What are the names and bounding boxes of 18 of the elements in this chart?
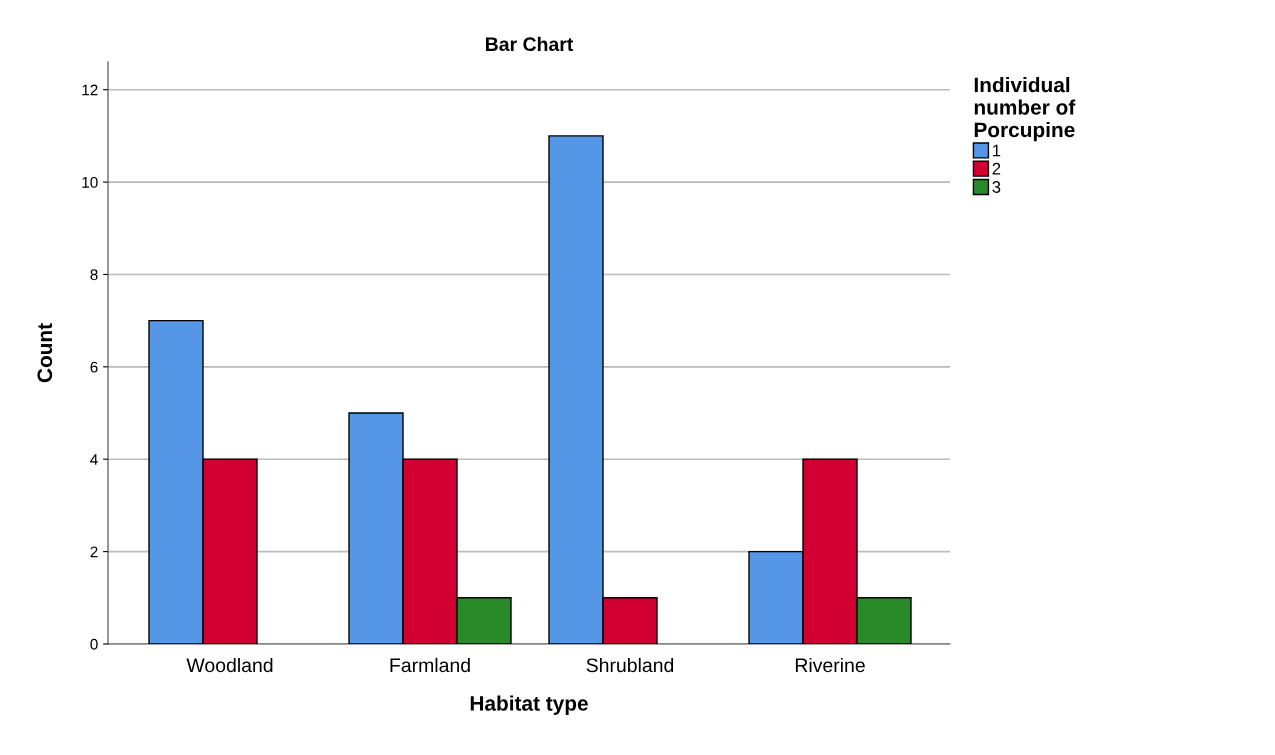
- y-tick-label: 0: [90, 638, 98, 650]
- x-tick-label: Woodland: [186, 657, 273, 673]
- x-tick-label: Farmland: [390, 657, 470, 673]
- x-tick-label: Riverine: [795, 657, 865, 673]
- y-tick-label: 4: [90, 454, 98, 465]
- chart-title: Bar Chart: [486, 36, 574, 52]
- y-tick-label: 6: [90, 361, 98, 373]
- y-tick-label: 10: [82, 176, 98, 188]
- legend-label: 3: [992, 181, 1001, 193]
- legend-title: Individual number of Porcupine: [974, 77, 1076, 142]
- x-tick-label: Shrubland: [586, 657, 674, 673]
- y-tick-label: 12: [82, 84, 98, 96]
- x-axis-title: Habitat type: [470, 695, 588, 715]
- legend-label: 1: [993, 144, 1001, 157]
- legend-label: 2: [992, 162, 1001, 175]
- y-axis-title: Count: [37, 323, 53, 383]
- y-tick-label: 2: [90, 546, 98, 558]
- y-tick-label: 8: [90, 269, 98, 281]
